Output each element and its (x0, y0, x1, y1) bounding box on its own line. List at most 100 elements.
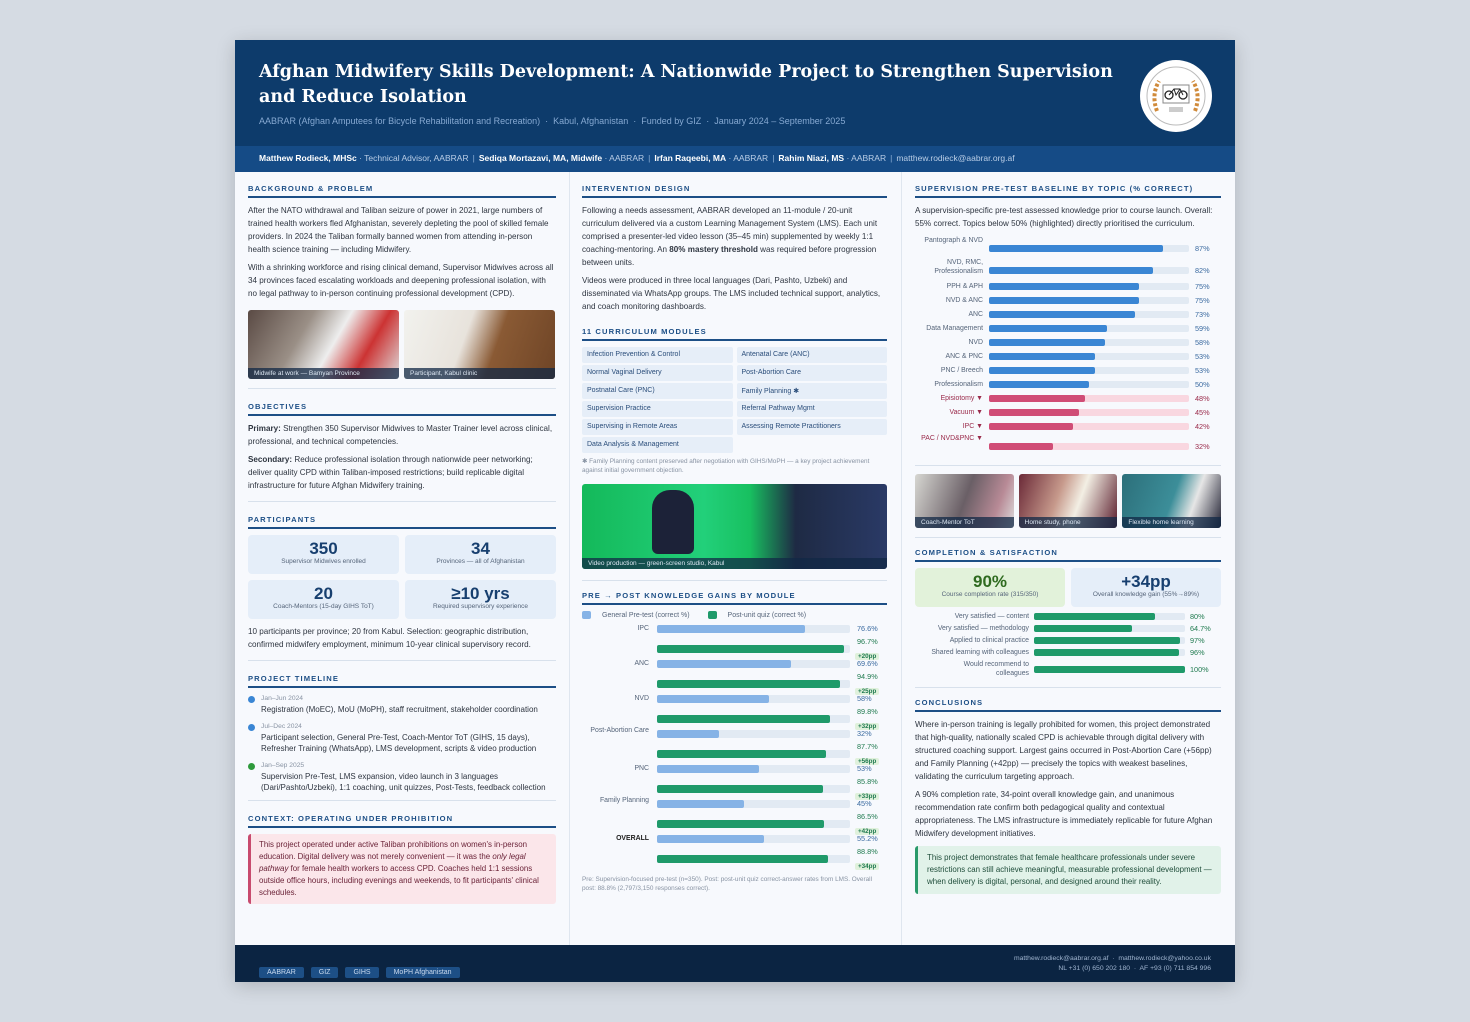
photo-row: Coach-Mentor ToT Home study, phone Flexi… (915, 474, 1222, 528)
module-grid: Infection Prevention & Control Antenatal … (582, 347, 887, 453)
presenter-figure (652, 490, 694, 554)
satisfaction-bar (1034, 625, 1132, 632)
gain-badge: +42pp (855, 828, 880, 835)
gains-bar-post (657, 785, 823, 793)
text: Reduce professional isolation through na… (248, 455, 533, 490)
section-heading-objectives: Objectives (248, 402, 556, 416)
gains-bar-pre (657, 835, 764, 843)
baseline-value-label: 75% (1195, 296, 1210, 305)
gains-value-label: 32% (857, 729, 872, 738)
baseline-bar-track (989, 353, 1189, 360)
legend-label-pre: General Pre-test (correct %) (602, 611, 690, 619)
gains-bar-track (657, 625, 850, 633)
section-heading-context: Context: Operating Under Prohibition (248, 814, 556, 828)
photo-home-study: Home study, phone (1018, 474, 1118, 528)
stat-card: ≥10 yrs Required supervisory experience (405, 580, 556, 619)
module-item: Supervision Practice (582, 401, 733, 417)
knowledge-gains-chart: IPC 76.6% 96.7% +20pp ANC 69.6% 94.9% +25pp NVD 5… (582, 623, 887, 875)
separator: | (772, 153, 775, 163)
satisfaction-label: Very satisfied — methodology (937, 625, 1029, 632)
baseline-category-label: Professionalism (934, 381, 983, 388)
poster: Afghan Midwifery Skills Development: A N… (235, 40, 1235, 982)
gains-bar-pre (657, 730, 719, 738)
baseline-bar-track (989, 395, 1189, 402)
module-item: Normal Vaginal Delivery (582, 365, 733, 381)
baseline-bar (989, 381, 1089, 388)
divider (248, 660, 556, 661)
satisfaction-bar-track (1034, 625, 1185, 632)
photo-row: Midwife at work — Bamyan Province Partic… (248, 310, 556, 379)
baseline-value-label: 73% (1195, 310, 1210, 319)
gains-bar-track (657, 645, 850, 653)
footer-emails: matthew.rodieck@aabrar.org.af · matthew.… (1013, 955, 1211, 962)
text: This project operated under active Talib… (259, 839, 528, 861)
baseline-value-label: 87% (1195, 244, 1210, 253)
baseline-bar (989, 245, 1163, 252)
satisfaction-bar (1034, 649, 1179, 656)
baseline-bar-track (989, 297, 1189, 304)
satisfaction-bar (1034, 613, 1155, 620)
baseline-value-label: 82% (1195, 266, 1210, 275)
gains-bar-track (657, 715, 850, 723)
section-heading-baseline: Supervision Pre-Test Baseline by Topic (… (915, 184, 1221, 198)
timeline-date: Jan–Jun 2024 (261, 695, 304, 702)
module-item: Data Analysis & Management (582, 437, 733, 453)
satisfaction-value: 97% (1190, 636, 1205, 645)
baseline-category-label: PNC / Breech (940, 367, 983, 374)
baseline-value-label: 58% (1195, 338, 1210, 347)
baseline-bar-track (989, 339, 1189, 346)
gain-badge: +33pp (855, 793, 880, 800)
baseline-value-label: 53% (1195, 366, 1210, 375)
gains-value-label: 53% (857, 764, 872, 773)
module-item: Postnatal Care (PNC) (582, 383, 733, 399)
gains-bar-post (657, 680, 841, 688)
baseline-category-label: Episiotomy ▼ (940, 395, 983, 402)
legend-label-post: Post-unit quiz (correct %) (727, 611, 807, 619)
gains-category-label: Post-Abortion Care (590, 727, 649, 734)
baseline-category-label: Data Management (926, 325, 983, 332)
photo-participant: Participant, Kabul clinic (404, 310, 555, 379)
gains-value-label: 96.7% (857, 637, 878, 646)
timeline: Jan–Jun 2024 Registration (MoEC), MoU (Mo… (248, 694, 556, 794)
gains-bar-pre (657, 765, 760, 773)
baseline-bar (989, 443, 1053, 450)
satisfaction-value: 80% (1190, 612, 1205, 621)
baseline-bar (989, 297, 1139, 304)
baseline-category-label: Pantograph & NVD (924, 237, 983, 244)
module-item: Antenatal Care (ANC) (736, 347, 887, 363)
satisfaction-bar (1034, 637, 1181, 644)
gains-value-label: 89.8% (857, 707, 878, 716)
gains-bar-post (657, 715, 831, 723)
timeline-item: Jul–Dec 2024 Participant selection, Gener… (248, 722, 556, 755)
author-name: Rahim Niazi, MS (778, 153, 845, 163)
gains-bar-post (657, 820, 824, 828)
gain-badge: +32pp (855, 723, 880, 730)
footer-contact: matthew.rodieck@aabrar.org.af · matthew.… (1014, 954, 1211, 974)
aabrar-logo (1140, 60, 1212, 132)
timeline-date: Jan–Sep 2025 (261, 761, 305, 769)
satisfaction-bar-track (1034, 649, 1185, 656)
gains-bar-track (657, 820, 850, 828)
objective-primary: Primary: Strengthen 350 Supervisor Midwi… (248, 422, 556, 448)
baseline-bar (989, 353, 1095, 360)
module-item: Infection Prevention & Control (582, 347, 733, 363)
kpi-label: Course completion rate (315/350) (941, 591, 1039, 598)
author-affiliation: · AABRAR (726, 153, 769, 163)
kpi-completion: 90% Course completion rate (315/350) (915, 568, 1065, 607)
stat-value: 34 (471, 539, 490, 558)
baseline-bar-track (989, 381, 1189, 388)
baseline-value-label: 59% (1195, 324, 1210, 333)
partner-tag: GIZ (310, 967, 339, 978)
baseline-bar-track (989, 409, 1189, 416)
kpi-knowledge-gain: +34pp Overall knowledge gain (55%→89%) (1071, 568, 1221, 607)
text: Strengthen 350 Supervisor Midwives to Ma… (248, 424, 553, 446)
intervention-text: Videos were produced in three local lang… (582, 276, 881, 311)
module-item: Supervising in Remote Areas (582, 419, 733, 435)
gains-bar-track (657, 695, 850, 703)
baseline-category-label: NVD (968, 339, 983, 346)
author: Matthew Rodieck, MHSc · Technical Adviso… (259, 153, 469, 163)
chart-legend: General Pre-test (correct %) Post-unit q… (582, 611, 887, 619)
photo-caption: Participant, Kabul clinic (404, 368, 555, 379)
intervention-text: Following a needs assessment, AABRAR dev… (582, 204, 887, 269)
legend-swatch-pre (582, 611, 591, 619)
